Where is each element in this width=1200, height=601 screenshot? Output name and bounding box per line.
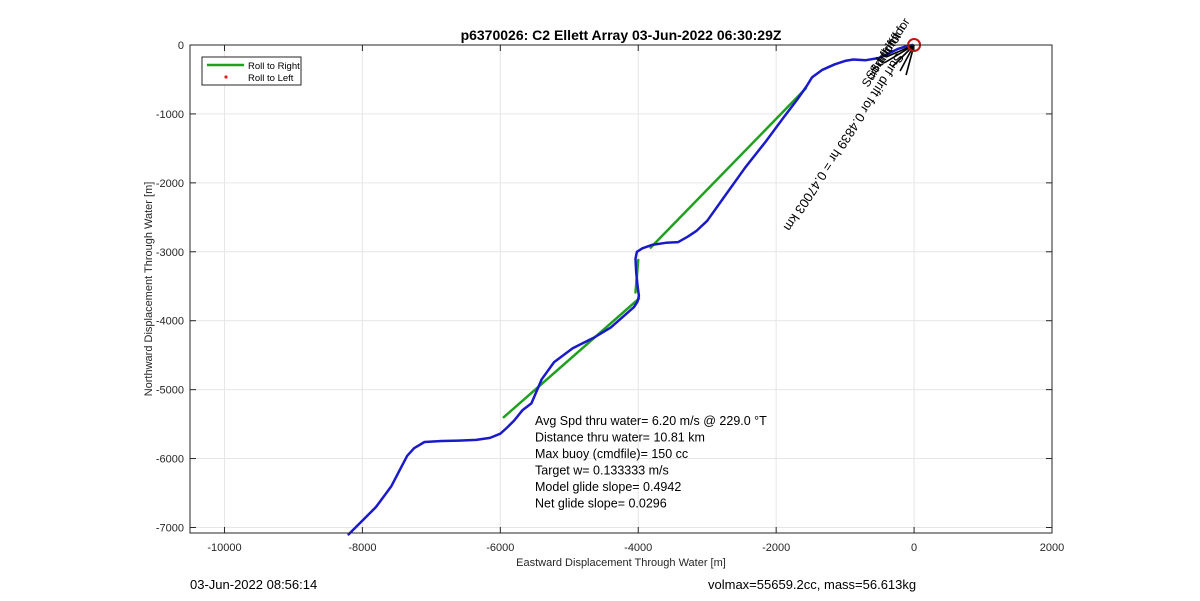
footer-timestamp: 03-Jun-2022 08:56:14: [190, 577, 318, 592]
y-tick-label: -5000: [156, 385, 184, 397]
x-tick-label: -6000: [486, 542, 514, 554]
legend-box: [201, 56, 302, 86]
y-tick-label: -4000: [156, 316, 184, 328]
track-line: [347, 43, 914, 536]
roll-right-segment: [649, 87, 808, 249]
x-tick-label: -4000: [624, 542, 652, 554]
footer-stats: volmax=55659.2cc, mass=56.613kg: [708, 577, 917, 592]
y-tick-label: -2000: [156, 178, 184, 190]
y-tick-label: 0: [178, 40, 184, 52]
drift-arrow: [899, 44, 915, 72]
legend-label-roll-left: Roll to Left: [248, 73, 294, 84]
stats-line: Model glide slope= 0.4942: [535, 480, 681, 494]
x-tick-label: -2000: [762, 542, 790, 554]
chart-title: p6370026: C2 Ellett Array 03-Jun-2022 06…: [461, 27, 782, 43]
y-axis-label: Northward Displacement Through Water [m]: [143, 182, 155, 397]
y-tick-label: -6000: [156, 454, 184, 466]
x-axis-label: Eastward Displacement Through Water [m]: [516, 557, 726, 569]
x-tick-label: -8000: [348, 542, 376, 554]
legend-label-roll-right: Roll to Right: [248, 61, 300, 72]
stats-line: Net glide slope= 0.0296: [535, 497, 667, 511]
stats-line: Distance thru water= 10.81 km: [535, 431, 705, 445]
x-tick-label: 0: [911, 542, 917, 554]
y-tick-label: -1000: [156, 109, 184, 121]
stats-line: Avg Spd thru water= 6.20 m/s @ 229.0 °T: [535, 414, 767, 428]
legend-swatch-roll-left: [224, 75, 228, 79]
stats-line: Target w= 0.133333 m/s: [535, 464, 669, 478]
x-tick-label: -10000: [207, 542, 241, 554]
plot-area: [190, 45, 1052, 533]
roll-right-segment: [502, 297, 641, 419]
x-tick-label: 2000: [1040, 542, 1064, 554]
stats-line: Max buoy (cmdfile)= 150 cc: [535, 447, 688, 461]
y-tick-label: -7000: [156, 522, 184, 534]
y-tick-label: -3000: [156, 247, 184, 259]
axes-box: [189, 44, 1053, 534]
